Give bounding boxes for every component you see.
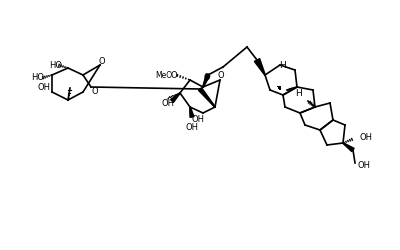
Text: OH: OH <box>358 160 371 170</box>
Text: H: H <box>280 60 286 70</box>
Text: O: O <box>218 72 224 80</box>
Polygon shape <box>343 143 354 152</box>
Text: O: O <box>92 86 98 96</box>
Text: OH: OH <box>162 98 174 108</box>
Text: O: O <box>171 70 177 80</box>
Text: OH: OH <box>192 114 204 124</box>
Text: O: O <box>204 72 210 82</box>
Text: OH: OH <box>360 134 373 142</box>
Polygon shape <box>170 93 180 102</box>
Polygon shape <box>190 107 194 118</box>
Text: O: O <box>99 58 105 66</box>
Polygon shape <box>203 74 210 87</box>
Text: MeO: MeO <box>156 70 172 80</box>
Text: H: H <box>295 90 301 98</box>
Text: HO: HO <box>32 72 44 82</box>
Text: OH: OH <box>38 82 50 92</box>
Polygon shape <box>254 58 265 75</box>
Polygon shape <box>198 88 215 107</box>
Text: OH: OH <box>186 122 198 132</box>
Text: HO: HO <box>50 60 62 70</box>
